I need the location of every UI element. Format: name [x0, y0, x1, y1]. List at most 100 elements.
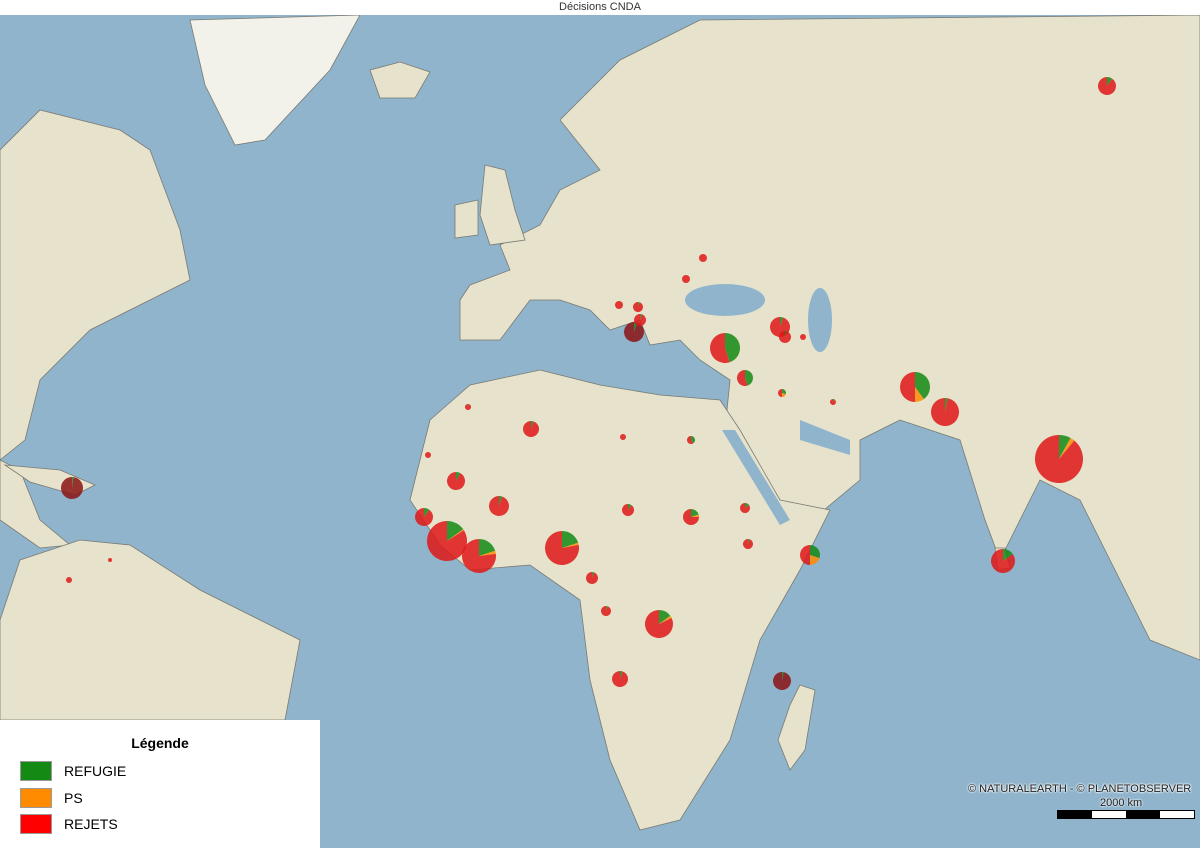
country-pie[interactable] [1035, 435, 1083, 483]
madagascar [777, 684, 816, 771]
country-pie[interactable] [800, 545, 820, 565]
pie-slice-rejets [615, 301, 623, 309]
pie-slice-rejets [612, 671, 628, 687]
country-pie[interactable] [461, 539, 496, 574]
country-pie[interactable] [465, 404, 472, 410]
country-pie[interactable] [633, 302, 643, 312]
country-pie[interactable] [683, 509, 699, 525]
caspian-sea [808, 288, 832, 352]
pie-slice-rejets [830, 399, 837, 405]
pie-slice-refugie [659, 610, 671, 624]
pie-slice-rejets [415, 508, 434, 527]
country-pie[interactable] [800, 334, 806, 340]
pie-slice-rejets [737, 370, 748, 386]
pie-slice-rejets [427, 521, 467, 562]
country-pie[interactable] [108, 558, 112, 562]
country-pie[interactable] [612, 671, 628, 687]
pie-slice-rejets [779, 331, 792, 344]
pie-slice-rejets [686, 436, 694, 444]
country-pie[interactable] [682, 275, 690, 283]
africa [409, 369, 831, 831]
pie-slice-refugie [745, 370, 753, 386]
pie-slice-rejets [740, 503, 751, 513]
country-pie[interactable] [740, 503, 751, 513]
pie-slice-ps [691, 514, 699, 517]
country-pie[interactable] [779, 331, 792, 344]
pie-slice-ps [915, 387, 924, 402]
country-pie[interactable] [621, 504, 634, 516]
pie-slice-rejets [66, 577, 72, 583]
pie-slice-refugie [620, 671, 623, 679]
country-pie[interactable] [634, 314, 647, 327]
pie-slice-ps [447, 529, 464, 541]
ireland [454, 199, 479, 239]
scale-label: 2000 km [1100, 797, 1143, 809]
pie-slice-refugie [499, 496, 503, 506]
pie-slice-rejets [1035, 435, 1083, 483]
pie-slice-refugie [456, 472, 461, 481]
pie-slice-refugie [691, 436, 695, 444]
country-pie[interactable] [900, 372, 931, 402]
legend-title: Légende [131, 735, 189, 751]
pie-slice-rejets [1097, 77, 1116, 95]
country-pie[interactable] [686, 436, 695, 444]
pie-slice-refugie [785, 331, 787, 337]
country-pie[interactable] [61, 477, 84, 499]
country-pie[interactable] [586, 572, 599, 584]
world-map[interactable] [0, 15, 1200, 848]
pie-slice-refugie [628, 504, 632, 510]
pie-slice-rejets [772, 672, 791, 690]
legend: Légende REFUGIE PS REJETS [0, 720, 320, 848]
country-pie[interactable] [645, 610, 673, 639]
pie-slice-ps [782, 393, 786, 397]
rejets-swatch [20, 814, 52, 834]
pie-slice-ps [810, 555, 820, 565]
pie-slice-ps [1059, 437, 1075, 459]
country-pie[interactable] [620, 434, 626, 440]
country-pie[interactable] [66, 577, 72, 583]
pie-slice-refugie [945, 398, 948, 412]
country-pie[interactable] [523, 421, 539, 437]
pie-slice-refugie [606, 606, 608, 611]
country-pie[interactable] [772, 672, 791, 690]
country-pie[interactable] [415, 508, 434, 527]
country-pie[interactable] [699, 254, 707, 262]
country-pie[interactable] [931, 398, 960, 427]
country-pie[interactable] [425, 452, 431, 458]
country-pie[interactable] [710, 333, 740, 363]
country-pie[interactable] [737, 370, 753, 386]
iceland [369, 61, 431, 99]
country-pie[interactable] [743, 539, 754, 549]
pie-slice-refugie [447, 521, 464, 541]
greenland [189, 15, 361, 146]
pie-slice-rejets [683, 509, 699, 525]
country-pie[interactable] [601, 606, 612, 617]
legend-label: REFUGIE [64, 763, 127, 779]
country-pie[interactable] [427, 521, 467, 562]
red-sea [722, 430, 790, 525]
pie-slice-rejets [108, 558, 112, 562]
country-pie[interactable] [615, 301, 623, 309]
pie-slice-rejets [620, 434, 626, 440]
pie-slice-rejets [682, 275, 690, 283]
country-pie[interactable] [990, 549, 1015, 574]
country-pie[interactable] [544, 531, 579, 566]
north-america [0, 109, 191, 461]
country-pie[interactable] [830, 399, 837, 405]
pie-slice-rejets [447, 472, 466, 491]
refugie-swatch [20, 761, 52, 781]
pie-slice-rejets [778, 389, 782, 397]
pie-slice-rejets [425, 452, 431, 458]
pie-slice-rejets [931, 398, 960, 427]
pie-slice-rejets [544, 531, 579, 566]
country-pie[interactable] [1097, 77, 1116, 95]
pie-slice-ps [479, 550, 496, 556]
country-pie[interactable] [447, 472, 466, 491]
pie-slice-refugie [1003, 549, 1013, 561]
pie-slice-rejets [900, 372, 915, 402]
country-pie[interactable] [489, 496, 510, 516]
legend-item-refugie: REFUGIE [20, 760, 126, 782]
pie-slice-refugie [562, 531, 579, 548]
country-pie[interactable] [778, 389, 786, 397]
pie-slice-rejets [710, 333, 730, 363]
